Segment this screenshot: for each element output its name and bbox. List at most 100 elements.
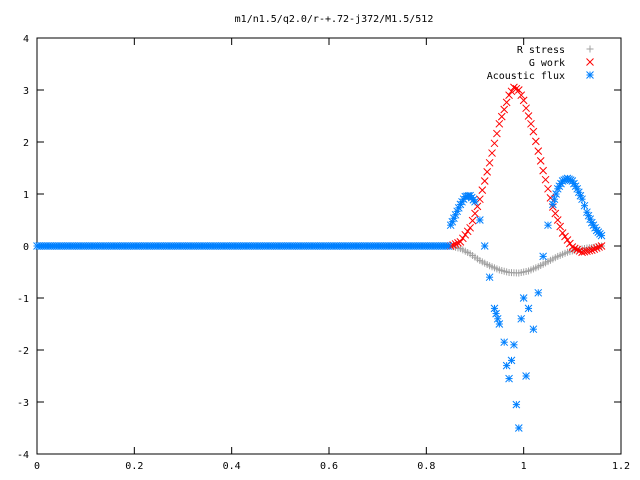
data-point xyxy=(485,158,494,167)
x-tick-label: 0.4 xyxy=(223,461,241,472)
data-point xyxy=(471,197,479,206)
data-point xyxy=(597,231,606,240)
data-point xyxy=(517,91,526,100)
data-point xyxy=(497,112,506,121)
data-point xyxy=(524,112,533,120)
data-point xyxy=(568,243,577,251)
data-point xyxy=(485,273,494,282)
data-point xyxy=(512,84,521,93)
data-point xyxy=(536,156,545,165)
data-point xyxy=(461,230,470,239)
data-point xyxy=(514,424,523,432)
data-point xyxy=(500,338,509,347)
y-tick-label: -2 xyxy=(17,346,29,357)
data-point xyxy=(549,200,557,209)
data-point xyxy=(514,86,523,94)
data-point xyxy=(505,374,513,383)
data-point xyxy=(512,400,521,409)
data-point xyxy=(478,186,487,194)
data-point xyxy=(468,216,477,225)
y-tick-label: 1 xyxy=(23,190,29,201)
legend-marker xyxy=(586,58,594,66)
data-point xyxy=(550,195,559,204)
data-point xyxy=(480,242,489,250)
data-point xyxy=(463,227,472,236)
data-point xyxy=(544,221,552,230)
data-point xyxy=(458,234,467,243)
data-point xyxy=(529,325,538,334)
data-point xyxy=(529,127,538,136)
data-point xyxy=(578,248,586,257)
legend-marker xyxy=(586,71,594,79)
data-point xyxy=(444,242,453,250)
data-point xyxy=(531,137,540,146)
data-point xyxy=(519,294,528,302)
data-point xyxy=(490,304,499,313)
data-point xyxy=(492,309,500,318)
data-point xyxy=(480,177,489,185)
data-point xyxy=(507,356,516,365)
x-tick-label: 0.6 xyxy=(320,461,338,472)
y-tick-label: -4 xyxy=(17,450,29,461)
data-point xyxy=(490,139,499,148)
data-point xyxy=(507,87,516,96)
series-1 xyxy=(446,83,606,257)
legend: R stress G work Acoustic flux xyxy=(487,45,594,82)
data-point xyxy=(541,175,550,184)
data-point xyxy=(534,288,543,297)
data-point xyxy=(451,240,460,248)
data-point xyxy=(552,190,560,198)
x-tick-label: 0.8 xyxy=(417,461,435,472)
data-point xyxy=(583,247,591,256)
series-0 xyxy=(447,242,606,277)
legend-label: G work xyxy=(529,58,565,69)
data-point xyxy=(587,246,596,255)
data-point xyxy=(551,209,560,218)
y-tick-label: -3 xyxy=(17,398,29,409)
data-point xyxy=(563,236,572,244)
data-point xyxy=(466,223,474,232)
data-point xyxy=(578,195,586,204)
data-point xyxy=(585,246,594,255)
data-point xyxy=(580,247,589,256)
data-point xyxy=(500,105,509,114)
data-point xyxy=(510,340,518,349)
data-point xyxy=(539,166,547,175)
data-point xyxy=(502,98,511,107)
data-point xyxy=(510,83,518,92)
y-tick-label: -1 xyxy=(17,294,29,305)
data-point xyxy=(592,244,601,252)
data-point xyxy=(471,209,479,218)
data-point xyxy=(553,216,562,224)
x-tick-label: 1.2 xyxy=(612,461,630,472)
data-point xyxy=(476,216,484,224)
data-point xyxy=(597,242,606,250)
data-point xyxy=(449,241,457,249)
data-point xyxy=(522,104,530,113)
data-point xyxy=(505,91,513,100)
data-point xyxy=(544,184,552,193)
legend-marker xyxy=(586,45,594,53)
data-point xyxy=(493,129,501,138)
data-point xyxy=(595,243,603,251)
x-tick-label: 0.2 xyxy=(125,461,143,472)
data-point xyxy=(534,147,543,155)
data-point xyxy=(522,372,530,380)
plot-area: 0 0.2 0.4 0.6 0.8 1 1.2 4 3 2 1 0 -1 -2 -3 -4 xyxy=(17,34,630,472)
data-point xyxy=(493,314,502,323)
data-point xyxy=(570,244,579,253)
data-point xyxy=(488,149,496,157)
y-tick-label: 3 xyxy=(23,86,29,97)
data-point xyxy=(590,245,599,253)
x-tick-label: 0 xyxy=(34,461,40,472)
data-point xyxy=(517,314,526,323)
y-tick-label: 2 xyxy=(23,138,29,149)
data-point xyxy=(448,217,457,226)
data-point xyxy=(527,119,535,128)
data-point xyxy=(580,201,589,210)
y-tick-label: 0 xyxy=(23,242,29,253)
data-point xyxy=(561,232,569,241)
data-point xyxy=(495,119,504,128)
data-point xyxy=(558,229,567,237)
legend-label: R stress xyxy=(517,45,565,56)
